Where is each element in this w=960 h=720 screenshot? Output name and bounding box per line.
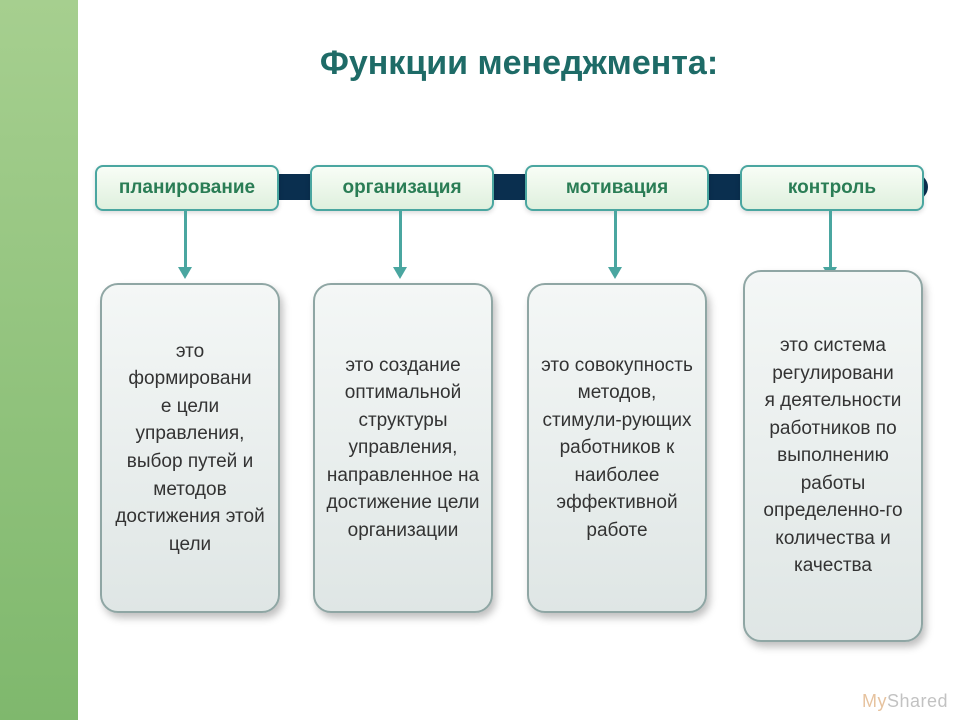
watermark-prefix: My [862, 691, 887, 711]
arrow-line-motivation [614, 209, 617, 267]
watermark-rest: Shared [887, 691, 948, 711]
description-organization: это создание оптимальной структуры управ… [313, 283, 493, 613]
description-planning: это формирование цели управления, выбор … [100, 283, 280, 613]
category-planning: планирование [95, 165, 279, 211]
arrow-line-organization [399, 209, 402, 267]
arrow-head-organization [393, 267, 407, 279]
arrow-line-control [829, 209, 832, 267]
slide-title: Функции менеджмента: [78, 44, 960, 83]
arrow-head-motivation [608, 267, 622, 279]
arrow-line-planning [184, 209, 187, 267]
category-control: контроль [740, 165, 924, 211]
description-control: это система регулирования деятельности р… [743, 270, 923, 642]
arrow-head-planning [178, 267, 192, 279]
category-motivation: мотивация [525, 165, 709, 211]
description-motivation: это совокупность методов, стимули-​рующи… [527, 283, 707, 613]
watermark: MyShared [862, 691, 948, 712]
slide: { "canvas": { "width": 960, "height": 72… [0, 0, 960, 720]
accent-sidebar [0, 0, 78, 720]
category-organization: организация [310, 165, 494, 211]
